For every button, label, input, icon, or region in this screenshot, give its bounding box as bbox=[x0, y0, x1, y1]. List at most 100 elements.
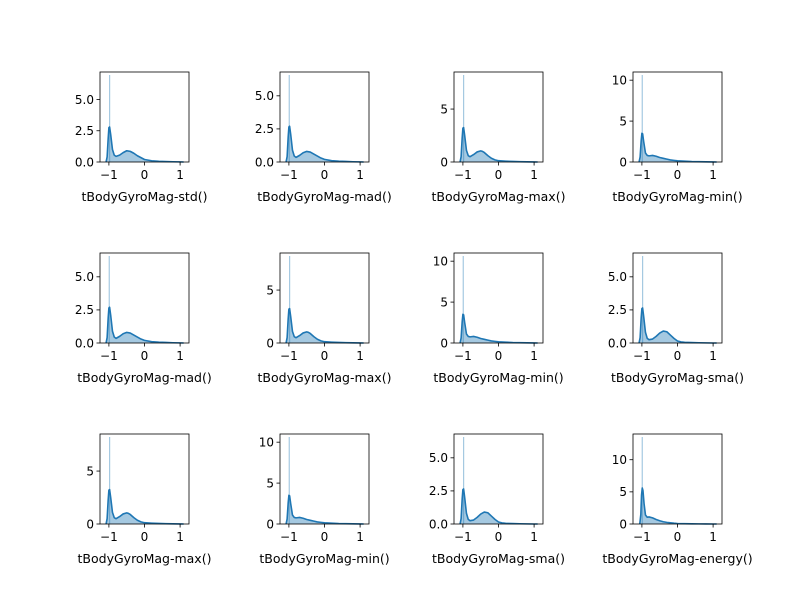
x-tick-label: −1 bbox=[280, 530, 298, 544]
x-tick-label: 1 bbox=[176, 168, 184, 182]
x-tick-label: 1 bbox=[356, 168, 364, 182]
kde-fill bbox=[286, 308, 364, 343]
kde-line bbox=[105, 126, 184, 163]
x-axis-label: tBodyGyroMag-max() bbox=[78, 551, 212, 566]
axes-frame bbox=[99, 71, 190, 163]
x-tick-label: 0 bbox=[495, 349, 503, 363]
x-tick-label: −1 bbox=[454, 168, 472, 182]
subplot: −1 0 1 0.0 2.5 5.0 tBodyGyroMag-sma() bbox=[429, 433, 565, 566]
x-axis-label: tBodyGyroMag-std() bbox=[81, 189, 207, 204]
axes-frame bbox=[632, 252, 723, 344]
y-tick-label: 0.0 bbox=[429, 517, 448, 531]
x-tick-label: 1 bbox=[356, 349, 364, 363]
x-axis-label: tBodyGyroMag-min() bbox=[259, 551, 389, 566]
axes-frame bbox=[632, 433, 723, 525]
x-tick-label: 0 bbox=[674, 530, 682, 544]
y-tick-label: 0 bbox=[440, 155, 448, 169]
subplot: −1 0 1 0 5 tBodyGyroMag-max() bbox=[432, 71, 565, 204]
subplot: −1 0 1 0.0 2.5 5.0 tBodyGyroMag-sma() bbox=[608, 252, 744, 385]
subplot: −1 0 1 0 5 tBodyGyroMag-max() bbox=[258, 252, 392, 385]
y-tick-label: 0 bbox=[619, 517, 627, 531]
kde-line bbox=[285, 125, 364, 163]
kde-line bbox=[638, 307, 717, 344]
y-tick-label: 0.0 bbox=[255, 155, 274, 169]
x-tick-label: 1 bbox=[709, 349, 717, 363]
y-tick-label: 5.0 bbox=[75, 93, 94, 107]
x-tick-label: −1 bbox=[633, 349, 651, 363]
kde-fill bbox=[639, 488, 717, 524]
x-tick-label: 1 bbox=[176, 349, 184, 363]
y-tick-label: 10 bbox=[612, 453, 627, 467]
y-tick-label: 0.0 bbox=[75, 155, 94, 169]
kde-fill bbox=[460, 314, 538, 343]
y-tick-label: 0.0 bbox=[608, 336, 627, 350]
x-tick-label: −1 bbox=[280, 168, 298, 182]
x-tick-label: 0 bbox=[141, 168, 149, 182]
axes-frame bbox=[453, 71, 544, 163]
x-tick-label: 1 bbox=[176, 530, 184, 544]
y-tick-label: 0 bbox=[266, 336, 274, 350]
y-tick-label: 10 bbox=[612, 73, 627, 87]
y-tick-label: 2.5 bbox=[75, 303, 94, 317]
x-axis-label: tBodyGyroMag-min() bbox=[433, 370, 563, 385]
y-tick-label: 0 bbox=[86, 517, 94, 531]
axes-frame bbox=[279, 433, 370, 525]
y-tick-label: 5.0 bbox=[255, 89, 274, 103]
x-tick-label: 1 bbox=[530, 349, 538, 363]
kde-line bbox=[459, 488, 538, 525]
kde-fill bbox=[639, 307, 717, 343]
x-tick-label: −1 bbox=[100, 530, 118, 544]
y-tick-label: 5.0 bbox=[608, 270, 627, 284]
y-tick-label: 2.5 bbox=[75, 124, 94, 138]
kde-line bbox=[285, 307, 364, 344]
axes-frame bbox=[99, 252, 190, 344]
x-tick-label: 0 bbox=[674, 349, 682, 363]
x-axis-label: tBodyGyroMag-max() bbox=[258, 370, 392, 385]
y-tick-label: 0 bbox=[619, 155, 627, 169]
x-tick-label: −1 bbox=[280, 349, 298, 363]
x-tick-label: 0 bbox=[674, 168, 682, 182]
y-tick-label: 0.0 bbox=[75, 336, 94, 350]
kde-fill bbox=[639, 133, 717, 162]
y-tick-label: 5 bbox=[619, 485, 627, 499]
y-tick-label: 5.0 bbox=[429, 451, 448, 465]
x-tick-label: 0 bbox=[321, 530, 329, 544]
kde-line bbox=[459, 313, 538, 344]
x-tick-label: 0 bbox=[141, 349, 149, 363]
x-tick-label: 0 bbox=[141, 530, 149, 544]
kde-fill bbox=[286, 495, 364, 524]
subplot: −1 0 1 0.0 2.5 5.0 tBodyGyroMag-std() bbox=[75, 71, 208, 204]
kde-fill bbox=[286, 126, 364, 162]
x-tick-label: 1 bbox=[356, 530, 364, 544]
x-tick-label: 1 bbox=[530, 530, 538, 544]
subplot: −1 0 1 0.0 2.5 5.0 tBodyGyroMag-mad() bbox=[255, 71, 392, 204]
y-tick-label: 5 bbox=[440, 102, 448, 116]
kde-fill bbox=[106, 127, 184, 162]
x-tick-label: −1 bbox=[633, 530, 651, 544]
x-tick-label: −1 bbox=[454, 530, 472, 544]
axes-frame bbox=[279, 71, 370, 163]
y-tick-label: 2.5 bbox=[608, 303, 627, 317]
kde-fill bbox=[460, 127, 538, 162]
x-tick-label: −1 bbox=[454, 349, 472, 363]
x-axis-label: tBodyGyroMag-mad() bbox=[257, 189, 391, 204]
axes-frame bbox=[632, 71, 723, 163]
x-axis-label: tBodyGyroMag-mad() bbox=[77, 370, 211, 385]
x-tick-label: 0 bbox=[321, 168, 329, 182]
x-tick-label: 0 bbox=[321, 349, 329, 363]
x-tick-label: 1 bbox=[709, 168, 717, 182]
y-tick-label: 0 bbox=[440, 336, 448, 350]
kde-line bbox=[459, 126, 538, 163]
x-tick-label: 1 bbox=[530, 168, 538, 182]
axes-frame bbox=[453, 433, 544, 525]
y-tick-label: 0 bbox=[266, 517, 274, 531]
axes-frame bbox=[453, 252, 544, 344]
y-tick-label: 2.5 bbox=[429, 484, 448, 498]
y-tick-label: 10 bbox=[259, 435, 274, 449]
kde-fill bbox=[106, 307, 184, 343]
x-tick-label: 0 bbox=[495, 168, 503, 182]
y-tick-label: 2.5 bbox=[255, 122, 274, 136]
